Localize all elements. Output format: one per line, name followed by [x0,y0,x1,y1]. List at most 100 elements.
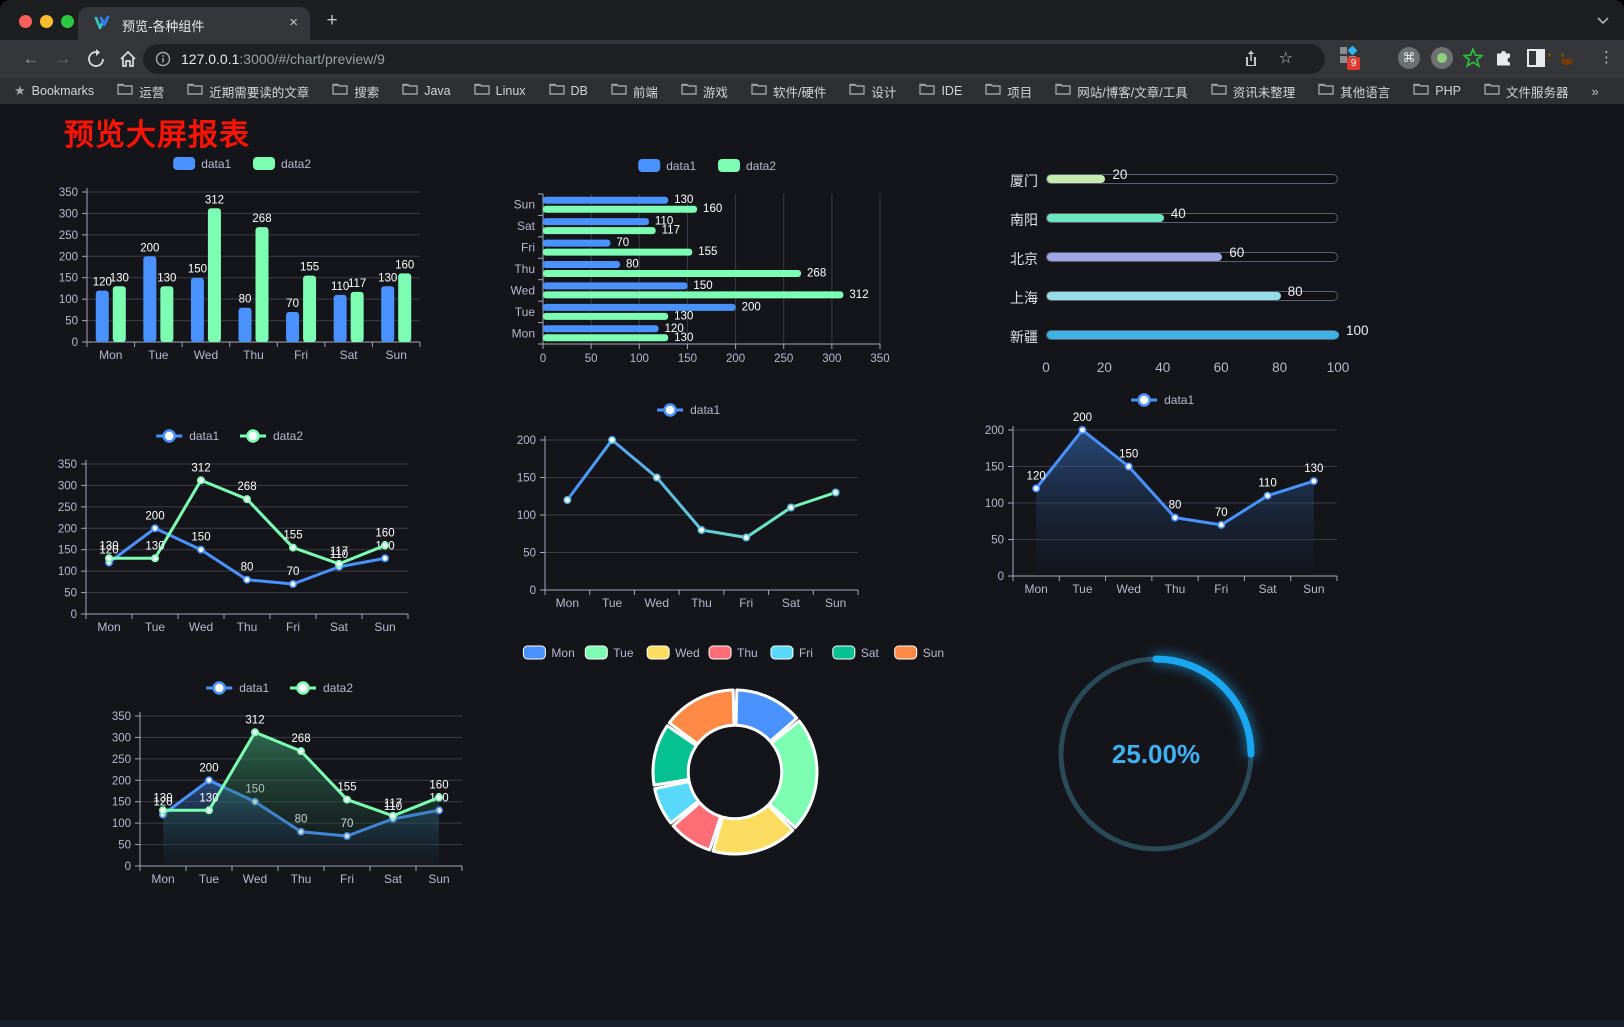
chart-donut-legend[interactable]: Mon Tue Wed Thu Fri Sat Sun [522,640,944,666]
folder-icon [548,82,565,100]
pie-slice-Mon [734,688,799,743]
bookmark-star-icon[interactable]: ☆ [1278,50,1293,67]
browser-tab[interactable]: 预览-各种组件 × [78,7,310,40]
extension-command-icon[interactable]: ⌘ [1398,47,1420,69]
bookmark-folder-13[interactable]: 资讯未整理 [1211,82,1295,101]
chart-bar-vertical[interactable]: data1 data2 0 50 100 150 200 250 300 350 Mon Tue Wed… [45,150,445,370]
folder-icon [187,82,203,100]
svg-text:268: 268 [252,213,271,225]
window-close-button[interactable] [19,15,32,28]
progress-row-0: 厦门 20 [998,167,1370,189]
svg-text:data2: data2 [281,157,311,171]
svg-text:117: 117 [662,225,680,237]
bookmark-folder-5[interactable]: DB [548,82,588,100]
svg-text:Wed: Wed [189,620,213,634]
svg-text:117: 117 [330,546,348,558]
svg-text:117: 117 [348,278,366,290]
url-bar[interactable]: 127.0.0.1:3000/#/chart/preview/9 ☆ [143,44,1325,74]
svg-text:250: 250 [59,230,78,242]
forward-icon[interactable]: → [54,49,72,68]
bookmark-folder-9[interactable]: 设计 [849,82,896,101]
bookmark-folder-1[interactable]: 近期需要读的文章 [187,82,309,101]
extension-dot-icon[interactable] [1431,47,1453,69]
reload-icon[interactable] [86,49,106,74]
svg-text:Sat: Sat [517,219,536,233]
home-icon[interactable] [118,49,138,74]
bookmarks-root[interactable]: ★ Bookmarks [14,83,94,99]
svg-text:0: 0 [998,571,1004,583]
chart-ring-gauge[interactable]: 25.00% [1054,652,1258,856]
chart-donut[interactable] [633,670,837,874]
folder-icon [849,82,866,100]
bookmark-folder-0[interactable]: 运营 [117,82,164,101]
svg-text:120: 120 [1027,470,1046,482]
extension-badge: 9 [1347,57,1360,70]
bookmark-label: 设计 [871,85,897,100]
bookmark-folder-2[interactable]: 搜索 [332,82,379,101]
bookmark-folder-7[interactable]: 游戏 [681,82,728,101]
svg-text:70: 70 [287,566,300,578]
new-tab-button[interactable]: + [326,10,338,31]
svg-text:Mon: Mon [97,620,120,634]
window-minimize-button[interactable] [40,15,53,28]
bookmark-folder-6[interactable]: 前端 [611,82,658,101]
svg-text:data2: data2 [323,681,353,695]
legend[interactable]: data1 [1131,393,1194,407]
bookmark-label: 网站/博客/文章/工具 [1077,85,1188,100]
page-info-icon[interactable] [155,51,171,72]
hbar-data1-Thu [543,261,621,268]
chart-progress-bars[interactable]: 厦门 20 南阳 40 北京 60 上海 80 新疆 100 0 20 40 60 80 100 [998,160,1370,382]
browser-toolbar: ← → 127.0.0.1:3000/#/chart/preview/9 ☆ 9… [0,40,1624,78]
extension-green-star-icon[interactable] [1461,46,1485,73]
window-zoom-button[interactable] [61,15,74,28]
bookmark-folder-10[interactable]: IDE [919,82,962,100]
chart-line-area-double[interactable]: data1 data2 0 50 100 150 200 250 300 350 Mon Tue Wed… [108,676,470,892]
browser-menu-icon[interactable]: ⋮ [1599,49,1614,66]
svg-text:80: 80 [1169,500,1182,512]
bookmark-folder-15[interactable]: PHP [1413,82,1461,100]
tab-close-icon[interactable]: × [289,14,298,31]
progress-track [1046,252,1338,262]
folder-icon [117,82,133,100]
svg-text:155: 155 [698,246,717,258]
legend[interactable]: data1 [657,403,720,417]
svg-text:Wed: Wed [675,646,699,660]
extension-darkreader-icon[interactable] [1526,48,1546,73]
bookmark-folder-11[interactable]: 项目 [985,82,1032,101]
chart-bar-horizontal[interactable]: data1 data2 0 50 100 150 200 250 300 350 Sun 130 160… [503,154,895,372]
bookmark-label: IDE [941,84,963,98]
gauge-progress [1057,655,1255,853]
svg-text:Wed: Wed [511,283,535,297]
svg-text:300: 300 [112,732,131,744]
chart-line-gradient[interactable]: data1 0 50 100 150 200 Mon Tue Wed Thu Fri Sat Sun [503,398,875,612]
tab-search-chevron-icon[interactable] [1596,13,1610,31]
svg-text:50: 50 [65,316,78,328]
bookmark-folder-8[interactable]: 软件/硬件 [751,82,826,101]
legend[interactable]: data1 data2 [638,159,776,173]
share-icon[interactable] [1243,50,1259,73]
legend[interactable]: data1 data2 [206,681,353,695]
bar-data2-Fri [303,275,317,342]
bookmark-folder-3[interactable]: Java [402,82,451,100]
bookmark-folder-12[interactable]: 网站/博客/文章/工具 [1055,82,1188,101]
svg-text:312: 312 [191,462,210,474]
bookmark-folder-16[interactable]: 文件服务器 [1484,82,1568,101]
bookmark-label: 近期需要读的文章 [209,85,310,100]
bottom-strip [0,1020,1624,1027]
extension-puzzle-icon[interactable] [1494,48,1514,73]
svg-text:250: 250 [112,754,131,766]
legend[interactable]: data1 data2 [156,429,303,443]
chart-line-area[interactable]: data1 0 50 100 150 200 Mon Tue Wed Thu Fri Sat Sun 12… [983,388,1357,602]
svg-text:Sun: Sun [386,348,407,362]
svg-text:Sat: Sat [782,596,801,610]
bookmark-folder-4[interactable]: Linux [473,82,526,100]
bookmark-folder-14[interactable]: 其他语言 [1318,82,1390,101]
svg-text:Mon: Mon [151,872,174,886]
back-icon[interactable]: ← [22,49,40,68]
svg-text:200: 200 [59,251,78,263]
legend[interactable]: data1 data2 [173,157,311,171]
svg-text:Sat: Sat [330,620,349,634]
chart-line-basic[interactable]: data1 data2 0 50 100 150 200 250 300 350 Mon Tue Wed… [48,424,420,638]
bookmarks-overflow-chevron[interactable]: » [1591,83,1599,99]
legend[interactable]: Mon Tue Wed Thu Fri Sat Sun [522,645,944,660]
